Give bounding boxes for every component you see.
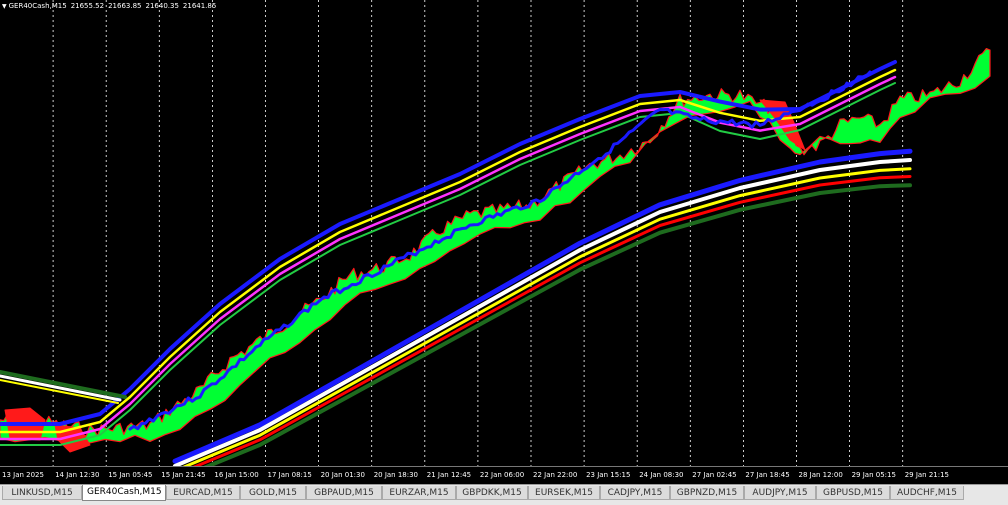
time-tick-label: 14 Jan 12:30 — [55, 471, 100, 479]
time-tick-label: 17 Jan 08:15 — [267, 471, 312, 479]
tab-eurcad-m15[interactable]: EURCAD,M15 — [166, 486, 240, 500]
tab-gbpdkk-m15[interactable]: GBPDKK,M15 — [456, 486, 528, 500]
ma-blue-fast — [0, 60, 897, 426]
ichimoku-cloud — [0, 48, 991, 447]
chart-area[interactable]: ▼ GER40Cash,M15 21655.52 21663.85 21640.35 21… — [0, 0, 1008, 466]
tab-cadjpy-m15[interactable]: CADJPY,M15 — [600, 486, 670, 500]
time-tick-label: 22 Jan 22:00 — [533, 471, 578, 479]
tab-audjpy-m15[interactable]: AUDJPY,M15 — [744, 486, 816, 500]
time-tick-label: 13 Jan 2025 — [2, 471, 44, 479]
time-tick-label: 27 Jan 18:45 — [745, 471, 790, 479]
ma-magenta-fast — [0, 75, 897, 441]
ma-yellow-slow — [182, 167, 912, 466]
time-tick-label: 22 Jan 06:00 — [479, 471, 525, 479]
ma-white-slow — [173, 158, 912, 466]
tab-eursek-m15[interactable]: EURSEK,M15 — [528, 486, 600, 500]
tab-gbpaud-m15[interactable]: GBPAUD,M15 — [306, 486, 382, 500]
ma-blue-slow — [172, 148, 913, 464]
time-tick-label: 21 Jan 12:45 — [426, 471, 472, 479]
ma-red-slow — [192, 175, 912, 466]
tab-gbpnzd-m15[interactable]: GBPNZD,M15 — [670, 486, 744, 500]
chart-canvas[interactable] — [0, 0, 1008, 466]
low-price: 21640.35 — [145, 2, 179, 10]
time-tick-label: 16 Jan 15:00 — [214, 471, 259, 479]
time-tick-label: 15 Jan 05:45 — [108, 471, 153, 479]
symbol-tab-bar: LINKUSD,M15 GER40Cash,M15 EURCAD,M15 GOLD,M… — [0, 484, 1008, 505]
ma-green-fast — [0, 82, 896, 446]
ma-darkgreen-early — [0, 370, 127, 399]
time-tick-label: 29 Jan 21:15 — [904, 471, 950, 479]
ma-darkgreen-slow — [203, 183, 912, 466]
chart-header: ▼ GER40Cash,M15 21655.52 21663.85 21640.35 21… — [2, 2, 220, 10]
cloud-red-patch — [759, 99, 806, 151]
tab-audchf-m15[interactable]: AUDCHF,M15 — [890, 486, 964, 500]
time-tick-label: 23 Jan 15:15 — [586, 471, 631, 479]
tab-gbpusd-m15[interactable]: GBPUSD,M15 — [816, 486, 890, 500]
ma-yellow-fast — [0, 68, 897, 434]
time-tick-label: 15 Jan 21:45 — [161, 471, 206, 479]
high-price: 21663.85 — [108, 2, 142, 10]
time-tick-label: 29 Jan 05:15 — [851, 471, 896, 479]
ma-yellow-early — [0, 379, 119, 404]
tab-eurzar-m15[interactable]: EURZAR,M15 — [382, 486, 456, 500]
dropdown-arrow-icon[interactable]: ▼ — [2, 3, 7, 10]
open-price: 21655.52 — [70, 2, 105, 10]
time-tick-label: 28 Jan 12:00 — [798, 471, 843, 479]
time-tick-label: 24 Jan 08:30 — [639, 471, 684, 479]
time-tick-label: 20 Jan 01:30 — [320, 471, 365, 479]
tab-linkusd-m15[interactable]: LINKUSD,M15 — [2, 486, 82, 500]
ma-white-early — [0, 374, 122, 402]
time-tick-label: 27 Jan 02:45 — [692, 471, 737, 479]
time-tick-label: 20 Jan 18:30 — [373, 471, 419, 479]
tab-gold-m15[interactable]: GOLD,M15 — [240, 486, 306, 500]
time-axis: 13 Jan 2025 14 Jan 12:30 15 Jan 05:45 15 Ja… — [0, 466, 1008, 485]
close-price: 21641.85 — [182, 2, 217, 10]
ma-blue-signal — [128, 70, 872, 431]
symbol-label: GER40Cash,M15 — [8, 2, 67, 10]
tab-ger40cash-m15[interactable]: GER40Cash,M15 — [82, 485, 166, 501]
